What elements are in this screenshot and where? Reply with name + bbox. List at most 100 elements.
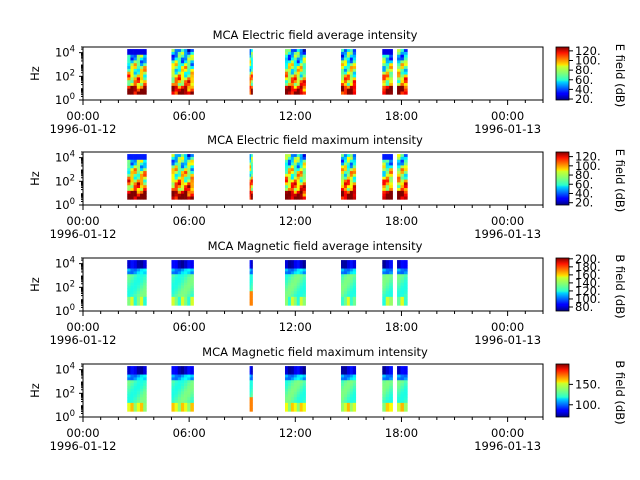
spectrogram-cell (385, 171, 390, 175)
spectrogram-cell (143, 159, 147, 163)
spectrogram-cell (290, 288, 295, 292)
spectrogram-cell (177, 405, 182, 409)
spectrogram-cell (187, 51, 191, 56)
spectrogram-cell (290, 296, 295, 300)
spectrogram-cell (171, 162, 175, 166)
spectrogram-cell (249, 366, 252, 370)
y-axis-label: Hz (28, 383, 42, 398)
spectrogram-cell (287, 285, 292, 289)
spectrogram-cell (302, 380, 306, 384)
spectrogram-cell (127, 374, 131, 378)
spectrogram-cell (136, 156, 141, 161)
spectrogram-cell (190, 385, 194, 390)
spectrogram-cell (382, 262, 387, 267)
spectrogram-cell (400, 260, 405, 264)
spectrogram-cell (382, 80, 387, 84)
spectrogram-cell (284, 274, 289, 278)
spectrogram-cell (249, 54, 252, 58)
spectrogram-cell (349, 274, 354, 278)
spectrogram-cell (296, 391, 301, 395)
spectrogram-cell (299, 185, 303, 189)
spectrogram-cell (143, 154, 147, 158)
spectrogram-cell (400, 159, 405, 163)
spectrogram-cell (249, 265, 252, 269)
spectrogram-cell (127, 179, 131, 183)
x-tick-label: 06:00 (173, 109, 206, 123)
spectrogram-cell (284, 162, 289, 166)
spectrogram-cell (290, 85, 295, 89)
spectrogram-cell (136, 291, 141, 295)
spectrogram-cell (352, 171, 357, 175)
spectrogram-cell (136, 394, 141, 398)
spectrogram-cell (177, 49, 182, 53)
spectrogram-cell (296, 190, 301, 194)
spectrogram-cell (389, 185, 393, 189)
spectrogram-cell (400, 288, 405, 292)
spectrogram-cell (293, 179, 298, 183)
spectrogram-cell (174, 68, 179, 73)
spectrogram-cell (130, 368, 134, 373)
spectrogram-cell (397, 165, 401, 169)
spectrogram-cell (382, 71, 387, 75)
spectrogram-cell (296, 176, 301, 180)
spectrogram-cell (180, 262, 185, 267)
spectrogram-cell (299, 60, 303, 64)
spectrogram-cell (143, 371, 147, 375)
spectrogram-cell (130, 380, 134, 384)
spectrogram-cell (385, 262, 390, 267)
spectrogram-cell (382, 405, 387, 409)
spectrogram-cell (187, 291, 191, 295)
spectrogram-cell (174, 271, 179, 275)
spectrogram-cell (346, 159, 351, 163)
spectrogram-cell (385, 68, 390, 73)
spectrogram-cell (127, 159, 131, 163)
spectrogram-cell (346, 63, 351, 67)
spectrogram-cell (130, 285, 134, 289)
spectrogram-cell (190, 185, 194, 189)
spectrogram-cell (130, 371, 134, 375)
spectrogram-cell (177, 388, 182, 392)
spectrogram-cell (284, 371, 289, 375)
spectrogram-cell (184, 173, 188, 178)
spectrogram-cell (177, 380, 182, 384)
spectrogram-cell (293, 271, 298, 275)
colorbar-tick-label: 140. (575, 276, 601, 290)
spectrogram-cell (290, 400, 295, 404)
spectrogram-cell (190, 190, 194, 194)
spectrogram-cell (400, 85, 405, 89)
spectrogram-cell (287, 88, 292, 92)
colorbar-tick-label: 60. (575, 177, 593, 191)
spectrogram-cell (140, 265, 144, 269)
spectrogram-cell (290, 168, 295, 172)
spectrogram-cell (187, 171, 191, 175)
spectrogram-cell (130, 299, 134, 303)
spectrogram-cell (302, 262, 306, 267)
spectrogram-cell (143, 182, 147, 186)
spectrogram-cell (296, 179, 301, 183)
spectrogram-cell (184, 190, 188, 194)
spectrogram-cell (127, 60, 131, 64)
spectrogram-cell (130, 171, 134, 175)
spectrogram-cell (403, 262, 408, 267)
spectrogram-cell (143, 185, 147, 189)
spectrogram-cell (140, 268, 144, 272)
spectrogram-cell (385, 85, 390, 89)
spectrogram-cell (302, 173, 306, 178)
spectrogram-cell (143, 271, 147, 275)
spectrogram-cell (140, 173, 144, 178)
spectrogram-cell (397, 154, 401, 158)
spectrogram-cell (177, 385, 182, 390)
spectrogram-cell (171, 400, 175, 404)
spectrogram-cell (249, 274, 252, 278)
spectrogram-cell (302, 282, 306, 286)
spectrogram-cell (346, 71, 351, 75)
spectrogram-cell (130, 182, 134, 186)
spectrogram-cell (296, 268, 301, 272)
spectrogram-cell (180, 66, 185, 70)
spectrogram-cell (127, 190, 131, 194)
spectrogram-cell (343, 268, 348, 272)
spectrogram-cell (397, 190, 401, 194)
spectrogram-cell (143, 57, 147, 61)
spectrogram-cell (403, 80, 408, 84)
spectrogram-cell (127, 71, 131, 75)
